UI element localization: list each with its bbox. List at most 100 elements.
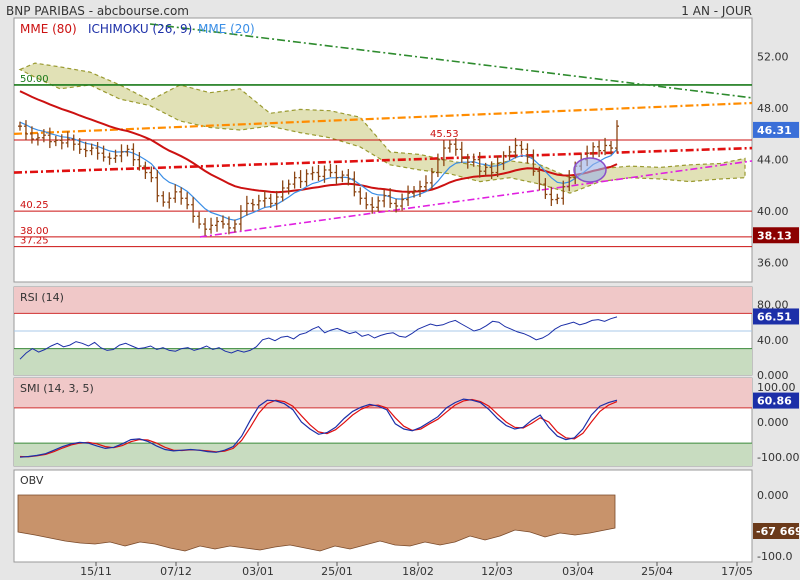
x-tick-label: 17/05 <box>721 565 753 578</box>
smi-oversold-zone <box>14 443 752 466</box>
price-bar <box>65 131 70 148</box>
price-bar <box>143 161 148 179</box>
price-bar <box>41 129 46 143</box>
smi-zones <box>14 378 752 466</box>
period-label: 1 AN - JOUR <box>681 4 752 18</box>
price-bar <box>370 197 375 214</box>
x-tick-label: 18/02 <box>402 565 434 578</box>
price-bars <box>18 120 619 236</box>
price-bar <box>334 164 339 185</box>
smi-tick-label: 100.00 <box>757 381 796 394</box>
price-bar <box>513 137 518 159</box>
price-bar <box>471 153 476 167</box>
smi-y-axis: 100.00 0.000 -100.00 60.86 <box>753 381 799 464</box>
price-bar <box>89 143 94 156</box>
price-bar <box>489 161 494 179</box>
smi-overbought-zone <box>14 378 752 408</box>
legend-entry: MME (20) <box>198 22 255 36</box>
rsi-tick-label: 80.00 <box>757 299 789 312</box>
price-bar <box>298 170 303 188</box>
rsi-title: RSI (14) <box>20 291 64 304</box>
price-bar <box>23 120 28 141</box>
price-bar <box>286 179 291 195</box>
price-bar <box>155 170 160 203</box>
moving-averages <box>19 90 618 221</box>
rsi-overbought-zone <box>14 287 752 314</box>
price-bar <box>35 133 40 146</box>
price-tick-label: 40.00 <box>757 205 789 218</box>
price-bar <box>441 140 446 167</box>
price-bar <box>101 145 106 162</box>
rsi-tick-label: 40.00 <box>757 334 789 347</box>
price-bar <box>197 211 202 229</box>
price-bar <box>597 140 602 158</box>
price-bar <box>429 168 434 190</box>
ichimoku-cloud <box>18 62 746 194</box>
price-bar <box>507 145 512 161</box>
price-bar <box>203 217 208 236</box>
smi-signal-line <box>19 398 618 458</box>
price-bar <box>77 138 82 154</box>
level-badge-label: 38.13 <box>757 229 792 242</box>
price-tick-label: 44.00 <box>757 154 789 167</box>
price-bar <box>250 198 255 212</box>
support-trend-line <box>199 160 753 238</box>
rsi-panel: RSI (14) 80.00 40.00 0.000 66.51 <box>13 286 799 382</box>
price-tick-label: 48.00 <box>757 102 789 115</box>
price-bar <box>316 164 321 181</box>
price-bar <box>412 186 417 198</box>
smi-tick-label: -100.00 <box>757 451 799 464</box>
price-bar <box>543 178 548 199</box>
rsi-series-line <box>19 316 618 360</box>
price-bar <box>417 180 422 198</box>
price-bar <box>465 153 470 169</box>
price-bar <box>191 197 196 223</box>
price-bar <box>346 169 351 186</box>
price-bar <box>525 143 530 164</box>
price-bar <box>328 163 333 178</box>
price-bar <box>173 184 178 203</box>
price-bar <box>215 216 220 232</box>
trend-lines <box>13 23 753 238</box>
price-bar <box>107 152 112 165</box>
price-tick-label: 52.00 <box>757 51 789 64</box>
smi-tick-label: 0.000 <box>757 416 789 429</box>
chart-title: BNP PARIBAS - abcbourse.com <box>6 4 189 18</box>
rsi-oversold-zone <box>14 348 752 375</box>
price-bar <box>400 193 405 211</box>
price-bar <box>519 140 524 154</box>
x-tick-label: 15/11 <box>80 565 112 578</box>
rsi-value-label: 66.51 <box>757 310 792 323</box>
rsi-value-badge <box>753 308 799 325</box>
price-bar <box>161 191 166 207</box>
price-bar <box>531 149 536 176</box>
rsi-y-axis: 80.00 40.00 0.000 66.51 <box>753 299 799 382</box>
level-label: 38.00 <box>20 226 49 237</box>
price-bar <box>435 153 440 178</box>
price-bar <box>364 192 369 210</box>
price-bar <box>179 187 184 205</box>
level-label: 37.25 <box>20 236 49 247</box>
smi-main-line <box>19 398 618 458</box>
price-bar <box>238 205 243 231</box>
price-bar <box>537 166 542 191</box>
price-bar <box>603 137 608 156</box>
price-bar <box>352 171 357 197</box>
x-tick-label: 07/12 <box>160 565 192 578</box>
level-badge <box>753 227 799 244</box>
price-bar <box>220 215 225 229</box>
rsi-zones <box>14 287 752 375</box>
last-price-label: 46.31 <box>757 124 792 137</box>
price-bar <box>167 192 172 209</box>
price-bar <box>149 166 154 183</box>
price-bar <box>232 219 237 233</box>
mme20-line <box>19 121 618 221</box>
price-bar <box>561 180 566 205</box>
price-bar <box>47 127 52 149</box>
price-bar <box>280 180 285 202</box>
price-bar <box>591 142 596 158</box>
price-bar <box>95 142 100 160</box>
x-tick-label: 25/01 <box>321 565 353 578</box>
